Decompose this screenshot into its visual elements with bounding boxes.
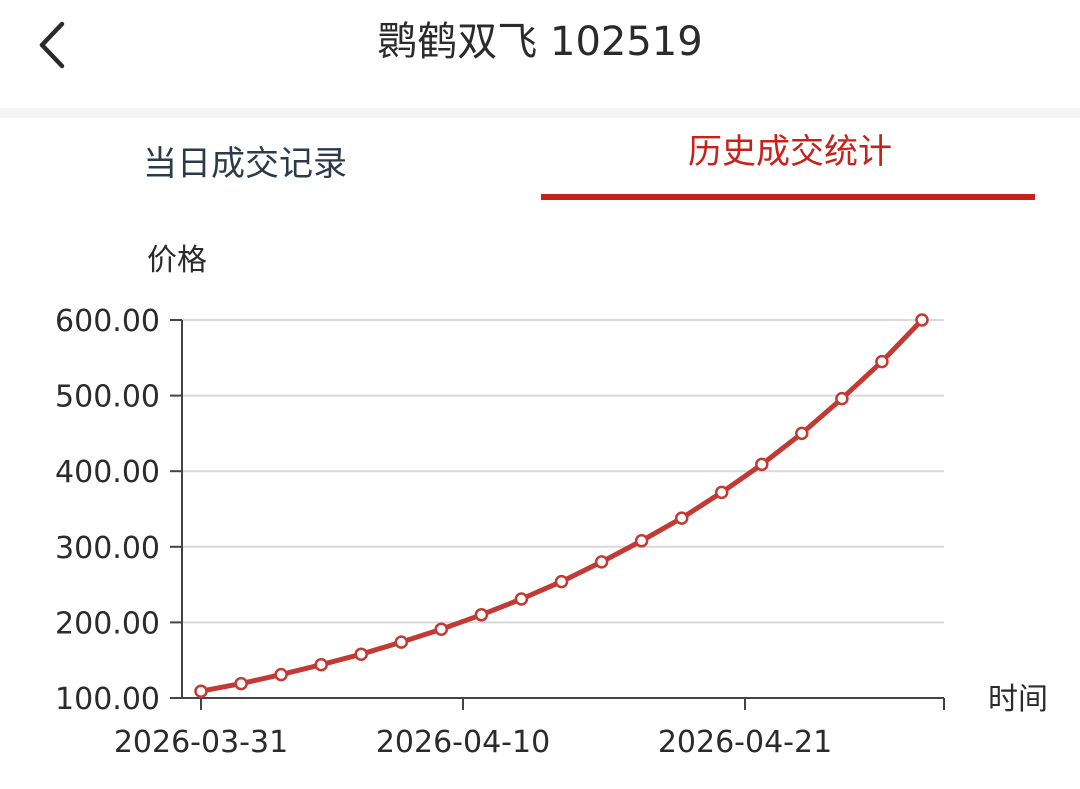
x-tick-label: 2026-04-10 bbox=[376, 725, 550, 760]
data-point bbox=[474, 608, 489, 622]
tab-history-stats[interactable]: 历史成交统计 bbox=[540, 118, 1080, 208]
data-point bbox=[394, 635, 409, 649]
data-point bbox=[714, 485, 729, 500]
axes bbox=[170, 319, 945, 710]
data-point bbox=[594, 555, 609, 569]
data-point bbox=[354, 647, 368, 661]
y-tick-label: 200.00 bbox=[55, 606, 160, 641]
x-axis-label: 时间 bbox=[988, 682, 1048, 717]
tab-history-stats-label: 历史成交统计 bbox=[688, 132, 892, 172]
data-point bbox=[795, 426, 809, 441]
data-point bbox=[674, 511, 689, 525]
data-point bbox=[755, 457, 769, 472]
y-tick-label: 300.00 bbox=[55, 531, 160, 566]
y-tick-label: 100.00 bbox=[55, 682, 160, 717]
price-history-chart: 价格 时间 100.00 200.00 300.00 400.00 500.00 600.… bbox=[55, 243, 1048, 760]
app-header: 鹮鹤双飞 102519 bbox=[0, 0, 1080, 108]
data-point bbox=[234, 676, 248, 691]
y-tick-label: 400.00 bbox=[55, 455, 160, 490]
data-point bbox=[875, 354, 889, 369]
tab-daily-records[interactable]: 当日成交记录 bbox=[0, 118, 540, 208]
tab-bar: 当日成交记录 历史成交统计 bbox=[0, 118, 1080, 208]
data-point bbox=[634, 534, 649, 548]
data-point bbox=[514, 592, 529, 606]
y-tick-label: 500.00 bbox=[55, 380, 160, 415]
y-tick-label: 600.00 bbox=[55, 304, 160, 339]
x-tick-labels: 2026-03-31 2026-04-10 2026-04-21 bbox=[114, 725, 832, 760]
data-point bbox=[194, 684, 208, 698]
y-tick-labels: 100.00 200.00 300.00 400.00 500.00 600.00 bbox=[55, 304, 160, 717]
data-point bbox=[434, 622, 449, 636]
data-point bbox=[835, 391, 849, 406]
series-line bbox=[198, 317, 925, 694]
x-tick-label: 2026-04-21 bbox=[658, 725, 832, 760]
y-axis-label: 价格 bbox=[147, 243, 207, 278]
active-tab-indicator bbox=[541, 194, 1035, 200]
data-point bbox=[314, 657, 328, 672]
grid-lines bbox=[182, 319, 944, 624]
data-point bbox=[915, 313, 929, 327]
chevron-left-icon bbox=[39, 21, 65, 69]
back-button[interactable] bbox=[26, 14, 86, 76]
x-tick-label: 2026-03-31 bbox=[114, 725, 288, 760]
price-series bbox=[194, 313, 929, 698]
data-point bbox=[274, 667, 288, 682]
page-title: 鹮鹤双飞 102519 bbox=[377, 19, 703, 65]
header-divider bbox=[0, 108, 1080, 118]
data-point bbox=[554, 574, 569, 589]
tab-daily-records-label: 当日成交记录 bbox=[143, 144, 347, 184]
